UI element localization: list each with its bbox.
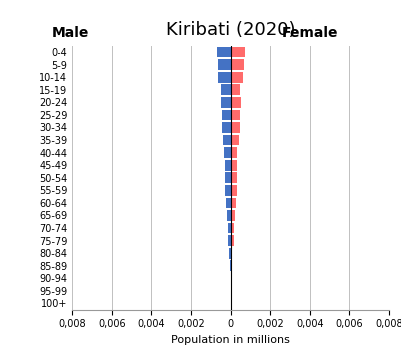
Bar <box>231 185 237 196</box>
Bar <box>231 260 232 271</box>
Bar <box>225 185 231 196</box>
Title: Kiribati (2020): Kiribati (2020) <box>166 21 295 39</box>
Bar <box>227 210 231 221</box>
Text: Male: Male <box>52 26 89 40</box>
Bar <box>231 235 233 246</box>
Bar <box>231 72 243 82</box>
Bar <box>231 223 234 233</box>
X-axis label: Population in millions: Population in millions <box>171 335 290 345</box>
Bar <box>218 59 231 70</box>
Bar <box>231 160 237 170</box>
Bar <box>218 72 231 82</box>
Bar <box>231 84 240 95</box>
Bar <box>231 248 232 258</box>
Bar <box>231 109 240 120</box>
Bar <box>230 260 231 271</box>
Bar <box>231 97 241 108</box>
Bar <box>231 135 239 145</box>
Bar <box>223 135 231 145</box>
Bar <box>222 122 231 133</box>
Bar <box>224 147 231 158</box>
Bar <box>231 172 237 183</box>
Bar <box>222 109 231 120</box>
Bar <box>231 59 244 70</box>
Bar <box>225 172 231 183</box>
Bar <box>231 122 240 133</box>
Bar <box>225 160 231 170</box>
Bar <box>228 223 231 233</box>
Bar <box>226 197 231 208</box>
Bar <box>231 47 245 57</box>
Bar <box>229 248 231 258</box>
Bar <box>231 147 237 158</box>
Bar <box>229 235 231 246</box>
Bar <box>231 197 236 208</box>
Text: Female: Female <box>282 26 338 40</box>
Bar <box>217 47 231 57</box>
Bar <box>221 84 231 95</box>
Bar <box>231 210 235 221</box>
Bar <box>221 97 231 108</box>
